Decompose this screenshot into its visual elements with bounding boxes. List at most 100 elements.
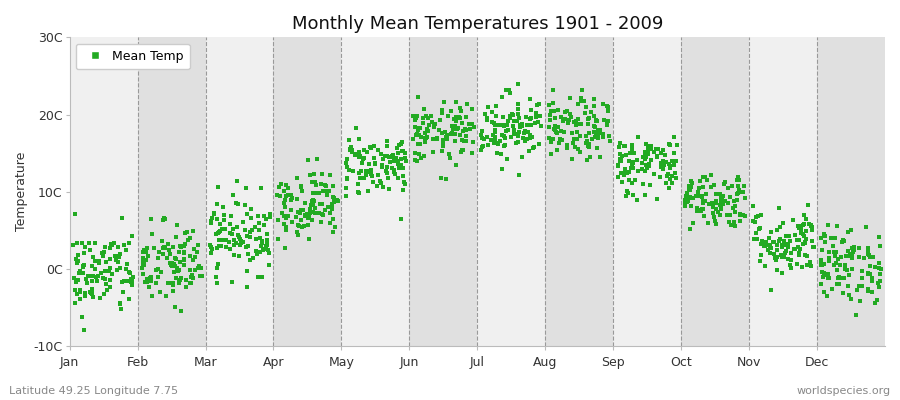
Point: [712, 190, 726, 197]
Point: [108, 253, 122, 260]
Point: [683, 187, 698, 193]
Point: [144, 230, 158, 237]
Point: [166, 281, 181, 288]
Point: [792, 246, 806, 252]
Point: [136, 271, 150, 277]
Point: [367, 143, 382, 149]
Point: [718, 179, 733, 185]
Point: [728, 203, 742, 210]
Point: [73, 296, 87, 302]
Point: [872, 233, 886, 240]
Point: [415, 114, 429, 121]
Point: [495, 166, 509, 172]
Point: [564, 114, 579, 120]
Point: [178, 241, 193, 247]
Point: [796, 233, 811, 239]
Point: [323, 219, 338, 226]
Point: [602, 138, 616, 144]
Point: [758, 238, 772, 245]
Point: [435, 106, 449, 113]
Point: [325, 203, 339, 209]
Point: [386, 154, 400, 160]
Point: [827, 262, 842, 269]
Point: [378, 152, 392, 159]
Point: [410, 132, 424, 138]
Point: [396, 172, 410, 179]
Point: [418, 135, 433, 141]
Point: [253, 248, 267, 255]
Point: [528, 110, 543, 116]
Point: [804, 223, 818, 229]
Point: [216, 204, 230, 210]
Point: [493, 150, 508, 157]
Point: [846, 249, 860, 256]
Point: [140, 276, 154, 282]
Point: [517, 130, 531, 136]
Point: [554, 114, 568, 121]
Point: [70, 251, 85, 258]
Point: [496, 122, 510, 129]
Point: [410, 131, 424, 138]
Point: [589, 118, 603, 124]
Point: [593, 126, 608, 133]
Point: [172, 280, 186, 286]
Point: [600, 104, 615, 110]
Point: [122, 269, 136, 275]
Point: [376, 155, 391, 162]
Point: [179, 277, 194, 283]
Point: [871, 279, 886, 286]
Point: [462, 121, 476, 127]
Point: [758, 243, 772, 249]
Point: [817, 270, 832, 276]
Point: [440, 136, 454, 142]
Point: [832, 280, 846, 287]
Point: [149, 266, 164, 273]
Point: [85, 289, 99, 295]
Point: [662, 161, 677, 167]
Point: [698, 174, 712, 180]
Point: [845, 266, 859, 272]
Point: [656, 158, 670, 164]
Point: [775, 252, 789, 258]
Point: [96, 275, 111, 281]
Point: [232, 253, 247, 260]
Point: [834, 239, 849, 245]
Point: [491, 150, 505, 156]
Point: [490, 103, 504, 110]
Point: [298, 212, 312, 218]
Point: [488, 122, 502, 128]
Point: [636, 180, 651, 187]
Point: [340, 176, 355, 183]
Point: [390, 145, 404, 151]
Point: [455, 127, 470, 134]
Point: [212, 220, 227, 227]
Point: [618, 193, 633, 199]
Point: [726, 205, 741, 211]
Point: [825, 286, 840, 292]
Point: [352, 170, 366, 176]
Point: [760, 239, 774, 245]
Point: [546, 107, 561, 114]
Point: [395, 138, 410, 145]
Point: [156, 217, 170, 223]
Point: [97, 248, 112, 255]
Point: [168, 256, 183, 262]
Point: [542, 102, 556, 108]
Point: [686, 220, 700, 226]
Point: [69, 240, 84, 246]
Point: [589, 117, 603, 124]
Point: [312, 210, 327, 216]
Point: [515, 121, 529, 128]
Point: [364, 171, 379, 177]
Point: [780, 242, 795, 248]
Point: [72, 268, 86, 274]
Point: [279, 182, 293, 188]
Point: [845, 255, 859, 262]
Point: [109, 255, 123, 262]
Point: [873, 242, 887, 249]
Point: [680, 199, 695, 206]
Point: [255, 240, 269, 246]
Point: [281, 213, 295, 220]
Point: [454, 120, 469, 126]
Point: [787, 246, 801, 252]
